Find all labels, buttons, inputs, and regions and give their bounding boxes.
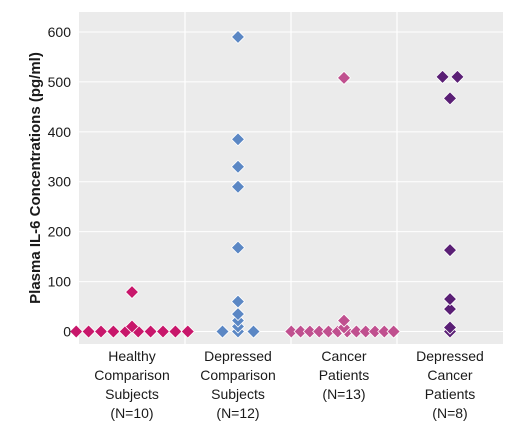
data-point: [377, 324, 392, 339]
data-point: [450, 69, 465, 84]
data-point: [230, 159, 246, 174]
x-category-label: Depressed Cancer Patients (N=8): [416, 348, 484, 421]
x-category-label-line: Comparison: [94, 367, 169, 383]
y-axis-ticks: 0 100 200 300 400 500 600: [48, 24, 72, 340]
x-category-label-line: (N=10): [110, 405, 153, 421]
grid: [79, 12, 503, 344]
data-point: [442, 91, 458, 106]
data-point: [336, 313, 352, 328]
data-point: [69, 324, 84, 339]
x-category-label: Depressed Comparison Subjects (N=12): [200, 348, 275, 421]
y-tick-label: 500: [48, 74, 72, 90]
y-tick-label: 300: [48, 174, 72, 190]
data-point: [168, 324, 183, 339]
data-points: [69, 29, 465, 339]
data-point: [106, 324, 121, 339]
data-point: [93, 324, 109, 339]
data-point: [321, 324, 336, 339]
x-category-label-line: Subjects: [105, 386, 159, 402]
x-category-label-line: Patients: [425, 386, 476, 402]
x-category-label: Cancer Patients (N=13): [319, 348, 370, 402]
y-tick-label: 200: [48, 224, 72, 240]
x-category-label-line: (N=12): [216, 405, 259, 421]
x-category-label-line: Patients: [319, 367, 370, 383]
data-point: [143, 324, 158, 339]
data-point: [312, 324, 327, 339]
data-point: [442, 320, 458, 335]
x-axis-labels: Healthy Comparison Subjects (N=10) Depressed…: [94, 348, 484, 421]
data-point: [215, 324, 230, 339]
x-category-label-line: Depressed: [204, 348, 272, 364]
x-category-label-line: Subjects: [211, 386, 265, 402]
data-point: [230, 240, 246, 255]
data-point: [284, 324, 299, 339]
data-point: [230, 29, 246, 45]
data-point: [246, 324, 261, 339]
y-tick-label: 100: [48, 274, 72, 290]
x-category-label-line: Cancer: [427, 367, 472, 383]
data-point: [442, 292, 458, 307]
y-tick-label: 400: [48, 124, 72, 140]
data-point: [349, 324, 364, 339]
data-point: [302, 324, 317, 339]
data-point: [230, 294, 246, 309]
data-point: [81, 324, 96, 339]
data-point: [155, 324, 171, 339]
x-category-label-line: Healthy: [108, 348, 155, 364]
y-tick-label: 0: [63, 324, 71, 340]
data-point: [435, 69, 450, 84]
data-point: [293, 324, 308, 339]
x-category-label-line: (N=8): [432, 405, 467, 421]
data-point: [336, 70, 352, 85]
data-point: [230, 306, 246, 322]
x-category-label-line: Depressed: [416, 348, 484, 364]
data-point: [124, 319, 140, 334]
data-point: [442, 243, 458, 258]
data-point: [367, 324, 383, 339]
data-point: [180, 324, 195, 339]
x-category-label: Healthy Comparison Subjects (N=10): [94, 348, 169, 421]
y-axis-label: Plasma IL-6 Concentrations (pg/ml): [27, 52, 44, 304]
y-tick-label: 600: [48, 24, 72, 40]
x-category-label-line: Comparison: [200, 367, 275, 383]
x-category-label-line: Cancer: [321, 348, 366, 364]
data-point: [124, 285, 140, 300]
data-point: [442, 301, 458, 317]
data-point: [386, 324, 401, 339]
x-category-label-line: (N=13): [322, 386, 365, 402]
data-point: [230, 132, 246, 147]
data-point: [358, 324, 373, 339]
data-point: [230, 179, 246, 194]
